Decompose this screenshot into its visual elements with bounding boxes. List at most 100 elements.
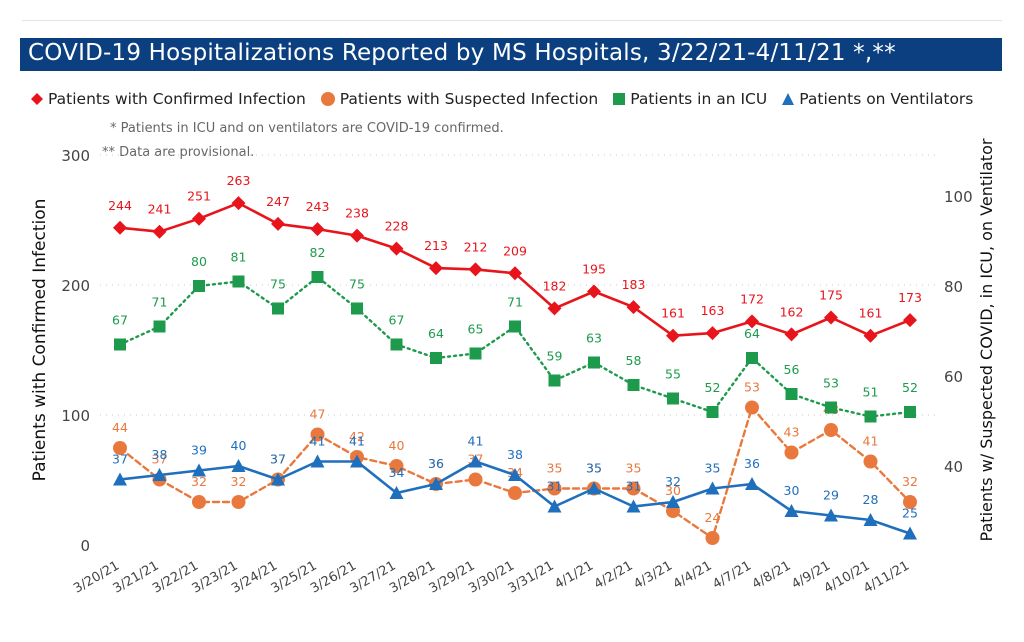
data-label: 36 xyxy=(744,456,760,471)
data-point-confirmed xyxy=(113,220,127,235)
data-label: 43 xyxy=(784,425,800,440)
x-tick-label: 3/31/21 xyxy=(506,558,557,596)
data-point-ventilator xyxy=(271,472,285,486)
y-right-tick-label: 40 xyxy=(944,458,963,476)
data-point-confirmed xyxy=(824,310,838,325)
data-point-confirmed xyxy=(784,327,799,342)
data-point-icu xyxy=(193,280,205,292)
data-point-suspected xyxy=(863,454,878,469)
data-label: 29 xyxy=(823,488,839,503)
data-point-ventilator xyxy=(350,454,364,468)
data-label: 64 xyxy=(428,326,444,341)
data-label: 82 xyxy=(310,245,326,260)
data-label: 34 xyxy=(389,465,405,480)
data-point-confirmed xyxy=(192,211,206,226)
data-label: 31 xyxy=(626,479,642,494)
data-point-ventilator xyxy=(468,454,483,468)
data-label: 56 xyxy=(784,362,800,377)
data-label: 32 xyxy=(665,474,681,489)
data-label: 32 xyxy=(231,474,247,489)
data-label: 41 xyxy=(468,434,484,449)
data-point-icu xyxy=(311,271,324,283)
data-label: 241 xyxy=(148,202,172,217)
data-label: 30 xyxy=(784,483,800,498)
data-label: 65 xyxy=(468,322,484,337)
data-point-suspected xyxy=(310,427,325,442)
square-icon xyxy=(613,93,626,105)
y-right-axis-label: Patients w/ Suspected COVID, in ICU, on … xyxy=(977,138,996,541)
data-point-suspected xyxy=(389,459,404,473)
data-label: 31 xyxy=(547,479,563,494)
data-point-icu xyxy=(114,338,126,351)
data-label: 39 xyxy=(191,443,207,458)
data-label: 53 xyxy=(744,380,760,395)
legend-item-suspected[interactable]: Patients with Suspected Infection xyxy=(320,90,598,108)
data-label: 195 xyxy=(582,262,606,277)
data-label: 263 xyxy=(227,173,251,188)
data-point-ventilator xyxy=(626,499,641,513)
data-point-ventilator xyxy=(745,477,759,490)
data-label: 41 xyxy=(349,434,365,449)
data-label: 40 xyxy=(389,438,405,453)
data-label: 37 xyxy=(270,452,286,467)
data-point-icu xyxy=(667,392,679,405)
data-label: 36 xyxy=(428,456,444,471)
data-label: 35 xyxy=(705,461,721,476)
data-label: 30 xyxy=(665,483,681,498)
data-label: 32 xyxy=(191,474,207,489)
data-point-icu xyxy=(509,320,521,333)
data-label: 32 xyxy=(902,474,918,489)
legend-item-confirmed[interactable]: Patients with Confirmed Infection xyxy=(30,90,306,108)
data-point-confirmed xyxy=(547,301,562,316)
data-point-ventilator xyxy=(429,477,443,490)
legend-item-icu[interactable]: Patients in an ICU xyxy=(612,90,767,108)
diamond-icon xyxy=(31,93,43,105)
data-point-suspected xyxy=(231,495,246,509)
data-point-suspected xyxy=(547,481,562,496)
legend-item-ventilator[interactable]: Patients on Ventilators xyxy=(781,90,973,108)
data-point-confirmed xyxy=(350,228,364,243)
x-tick-label: 4/8/21 xyxy=(750,558,794,592)
data-label: 37 xyxy=(152,452,168,467)
data-point-icu xyxy=(430,352,442,364)
data-label: 238 xyxy=(345,206,369,221)
data-label: 175 xyxy=(819,288,843,303)
data-point-icu xyxy=(785,388,798,400)
data-label: 36 xyxy=(428,456,444,471)
data-point-suspected xyxy=(745,400,759,415)
data-point-ventilator xyxy=(824,508,838,522)
data-point-confirmed xyxy=(666,328,680,343)
data-label: 67 xyxy=(112,313,128,328)
data-label: 172 xyxy=(740,291,764,306)
top-divider xyxy=(22,20,1002,21)
data-label: 183 xyxy=(622,277,646,292)
x-tick-label: 4/11/21 xyxy=(861,558,912,596)
x-tick-label: 4/7/21 xyxy=(710,558,754,592)
data-point-ventilator xyxy=(231,459,246,472)
data-label: 71 xyxy=(152,295,168,310)
data-point-icu xyxy=(864,410,877,423)
data-point-ventilator xyxy=(508,468,522,481)
data-point-suspected xyxy=(903,495,917,509)
data-point-confirmed xyxy=(310,222,325,237)
data-point-confirmed xyxy=(745,314,759,329)
data-point-ventilator xyxy=(310,454,325,468)
data-point-icu xyxy=(588,356,600,369)
data-label: 58 xyxy=(626,353,642,368)
y-left-axis-label: Patients with Confirmed Infection xyxy=(30,199,50,482)
series-line-square xyxy=(118,275,912,418)
data-label: 47 xyxy=(310,407,326,422)
triangle-icon xyxy=(782,93,795,105)
data-point-icu xyxy=(706,406,719,418)
data-point-ventilator xyxy=(587,481,601,495)
data-label: 162 xyxy=(780,304,804,319)
data-point-ventilator xyxy=(547,499,562,513)
data-label: 35 xyxy=(547,461,563,476)
x-tick-label: 4/2/21 xyxy=(592,558,636,592)
note-provisional: ** Data are provisional. xyxy=(102,145,255,160)
data-label: 52 xyxy=(902,380,918,395)
data-point-ventilator xyxy=(903,526,917,540)
data-label: 81 xyxy=(231,250,247,265)
data-label: 40 xyxy=(231,438,247,453)
